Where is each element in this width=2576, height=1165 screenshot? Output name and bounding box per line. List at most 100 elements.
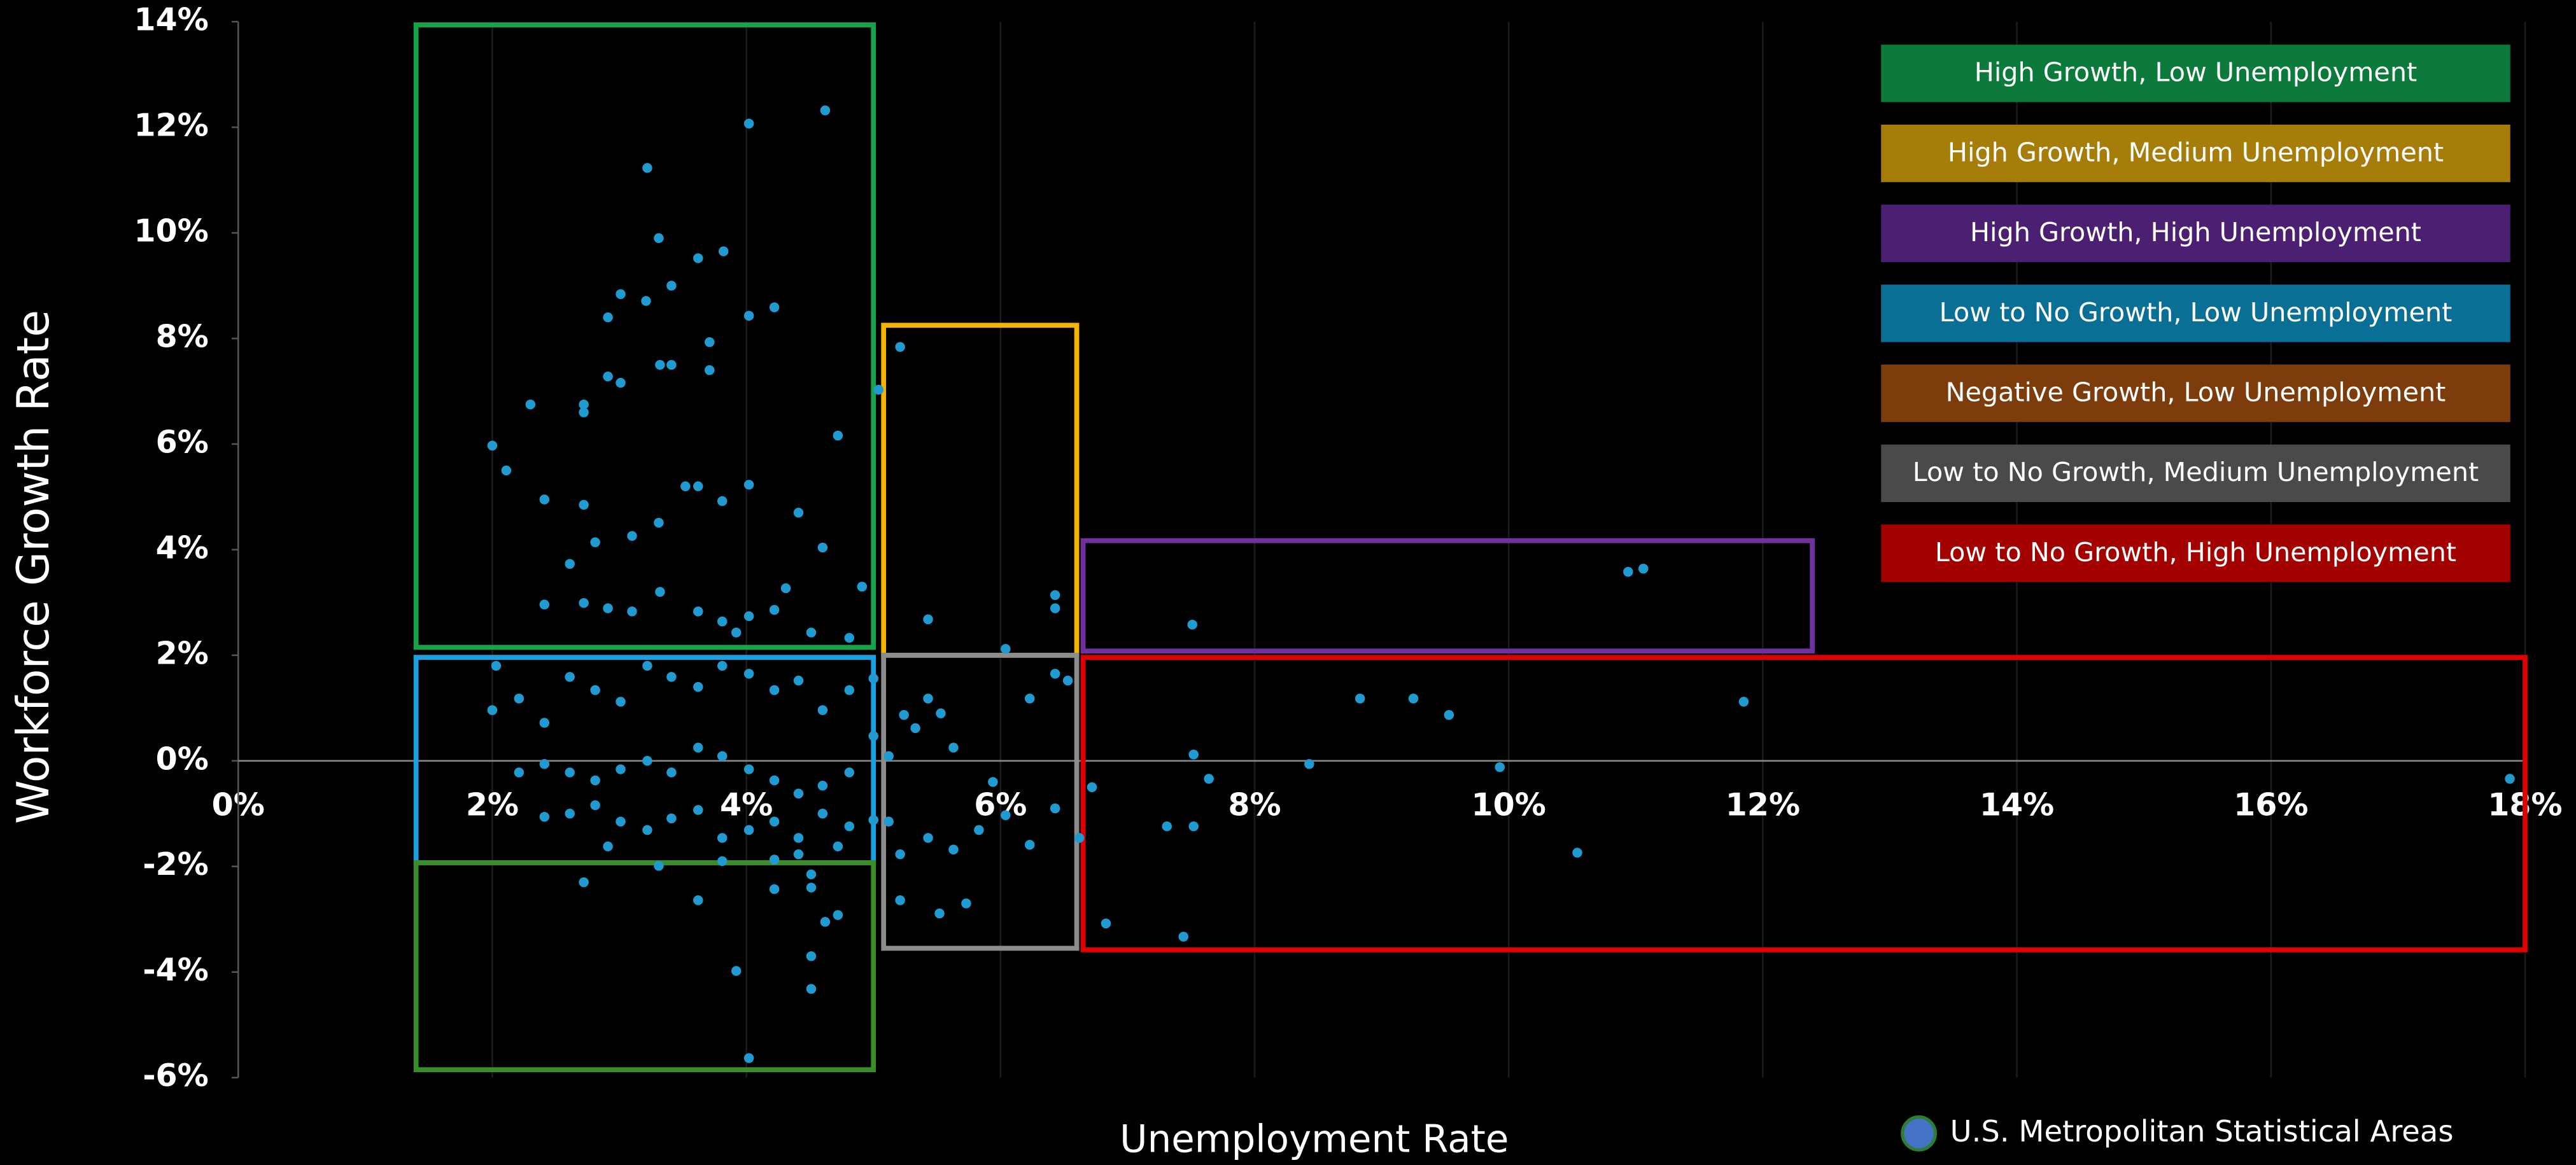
legend-label: U.S. Metropolitan Statistical Areas [1950, 1114, 2454, 1148]
zone [1080, 538, 1815, 654]
point [743, 118, 754, 129]
x-tick-label: 10% [1472, 786, 1546, 823]
x-tick-label: 14% [1980, 786, 2054, 823]
zone [881, 652, 1080, 951]
point [654, 233, 664, 244]
point [1001, 644, 1011, 654]
point [642, 163, 652, 173]
point [1050, 669, 1060, 679]
point [666, 672, 677, 682]
point [817, 542, 828, 553]
point [844, 767, 855, 778]
point [501, 465, 512, 476]
point [693, 743, 703, 753]
point [806, 882, 817, 893]
y-tick-label: 2% [156, 634, 209, 671]
legend-label: High Growth, Low Unemployment [1974, 57, 2417, 88]
point [627, 606, 637, 617]
point [514, 767, 524, 778]
point [603, 312, 613, 323]
zone [413, 860, 876, 1073]
point [627, 531, 637, 541]
point [590, 537, 600, 548]
point [820, 917, 831, 927]
x-tick-label: 4% [720, 786, 773, 823]
point [616, 697, 626, 707]
point [1572, 848, 1582, 858]
point [844, 632, 855, 643]
point [743, 1053, 754, 1063]
legend-label: Low to No Growth, Low Unemployment [1939, 297, 2453, 328]
point [769, 685, 780, 695]
point [1050, 803, 1060, 814]
point [817, 809, 828, 819]
point [1162, 821, 1172, 832]
point [961, 898, 971, 909]
point [1024, 694, 1035, 704]
point [579, 499, 589, 510]
point [793, 508, 804, 518]
point [769, 855, 780, 865]
x-tick-label: 6% [974, 786, 1027, 823]
point [1188, 821, 1199, 832]
point [923, 614, 933, 625]
point [1062, 675, 1073, 686]
point [666, 767, 677, 778]
point [948, 743, 959, 753]
point [817, 705, 828, 715]
point [731, 627, 742, 638]
point [883, 751, 894, 762]
point [616, 764, 626, 774]
point [1178, 931, 1188, 942]
point [1623, 566, 1633, 577]
point [642, 825, 652, 835]
zone [881, 323, 1080, 658]
point [743, 825, 754, 835]
point [487, 440, 498, 451]
point [579, 877, 589, 888]
x-axis-title: Unemployment Rate [1120, 1117, 1509, 1161]
point [1050, 590, 1060, 600]
point [988, 777, 998, 787]
point [680, 481, 691, 492]
point [539, 494, 550, 505]
point [654, 861, 664, 871]
point [539, 718, 550, 728]
y-tick-label: 8% [156, 317, 209, 354]
point [718, 246, 729, 256]
point [820, 105, 831, 116]
point [693, 681, 703, 692]
point [565, 672, 575, 682]
point [1087, 782, 1097, 793]
point [666, 813, 677, 823]
legend-box [1881, 444, 2510, 503]
point [883, 816, 894, 827]
point [1188, 750, 1199, 760]
point [666, 359, 677, 370]
point [2505, 774, 2515, 784]
point [833, 841, 843, 851]
point [654, 517, 664, 528]
point [817, 781, 828, 791]
point [806, 627, 817, 638]
point [769, 884, 780, 895]
point [1738, 697, 1749, 707]
point [743, 764, 754, 774]
point [717, 856, 728, 867]
point [590, 800, 600, 811]
y-tick-label: -2% [143, 846, 209, 882]
zone [413, 22, 876, 650]
legend-box [1881, 45, 2510, 102]
legend-label: Negative Growth, Low Unemployment [1946, 377, 2446, 407]
point [806, 951, 817, 961]
point [514, 694, 524, 704]
point [743, 669, 754, 679]
y-tick-label: 10% [134, 213, 208, 249]
point [833, 910, 843, 920]
point [1638, 564, 1649, 574]
point [743, 611, 754, 622]
point [565, 809, 575, 819]
point [868, 814, 878, 825]
point [1444, 709, 1454, 720]
x-tick-label: 2% [466, 786, 519, 823]
